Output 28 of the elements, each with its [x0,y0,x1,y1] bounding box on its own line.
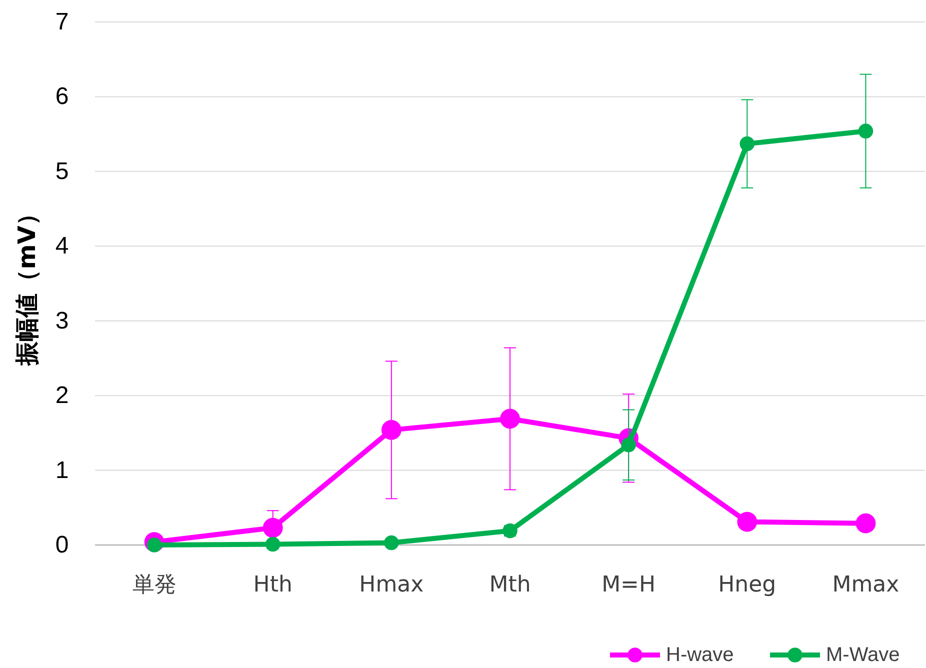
point [500,408,520,429]
y-axis-title: 振幅値（mV） [13,202,41,366]
y-tick-label: 0 [55,532,69,558]
y-tick-label: 6 [55,83,69,110]
x-tick-label: Mmax [832,572,900,598]
legend-label: M-Wave [826,644,900,666]
point [265,536,280,552]
point [740,136,755,152]
point [737,512,758,532]
point [262,518,283,538]
x-tick-label: Hmax [359,572,424,598]
point [856,513,876,534]
x-tick-label: Hneg [718,572,776,598]
y-tick-label: 3 [55,307,69,334]
point [858,124,874,138]
y-tick-label: 2 [55,382,69,410]
y-tick-label: 5 [55,158,69,185]
y-tick-label: 1 [55,456,69,484]
x-tick-label: Mth [489,572,531,598]
x-tick-label: Hth [253,572,292,598]
point [381,420,402,440]
y-tick-label: 4 [55,232,69,260]
legend-label: H-wave [666,644,734,666]
x-tick-label: 単発 [132,572,176,598]
point [384,535,399,550]
y-tick-label: 7 [55,8,69,36]
point [621,437,636,452]
x-tick-label: M=H [602,572,656,598]
